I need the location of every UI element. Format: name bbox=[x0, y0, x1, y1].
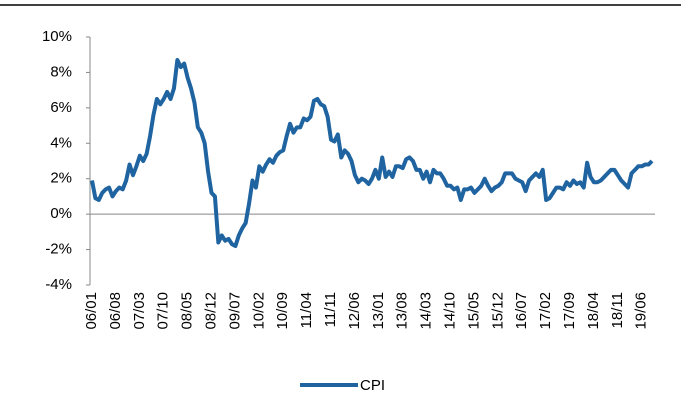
y-tick-label: 2% bbox=[50, 170, 72, 187]
x-tick-label: 08/05 bbox=[179, 292, 196, 330]
x-tick-label: 07/03 bbox=[131, 292, 148, 330]
y-tick-label: 10% bbox=[42, 28, 72, 45]
x-tick-label: 17/09 bbox=[561, 292, 578, 330]
x-tick-label: 13/01 bbox=[370, 292, 387, 330]
legend-label: CPI bbox=[360, 377, 385, 394]
x-tick-label: 07/10 bbox=[155, 292, 172, 330]
x-tick-label: 08/12 bbox=[202, 292, 219, 330]
y-tick-label: -2% bbox=[45, 241, 72, 258]
y-tick-label: 6% bbox=[50, 99, 72, 116]
x-tick-label: 17/02 bbox=[537, 292, 554, 330]
x-tick-label: 10/02 bbox=[250, 292, 267, 330]
x-tick-label: 18/11 bbox=[609, 292, 626, 328]
x-tick-label: 12/06 bbox=[346, 292, 363, 330]
x-tick-label: 14/03 bbox=[418, 292, 435, 330]
x-tick-label: 15/12 bbox=[489, 292, 506, 330]
y-tick-label: 0% bbox=[50, 205, 72, 222]
y-tick-label: 8% bbox=[50, 63, 72, 80]
x-tick-label: 11/11 bbox=[322, 292, 339, 327]
x-tick-label: 13/08 bbox=[394, 292, 411, 330]
line-series bbox=[90, 58, 654, 249]
x-tick-label: 15/05 bbox=[465, 292, 482, 330]
x-tick-label: 11/04 bbox=[298, 292, 315, 328]
x-tick-label: 14/10 bbox=[442, 292, 459, 330]
x-tick-label: 19/06 bbox=[633, 292, 650, 330]
x-tick-label: 06/08 bbox=[107, 292, 124, 330]
y-tick-label: -4% bbox=[45, 276, 72, 293]
x-tick-label: 18/04 bbox=[585, 292, 602, 330]
x-tick-label: 09/07 bbox=[226, 292, 243, 330]
y-tick-label: 4% bbox=[50, 134, 72, 151]
x-tick-label: 06/01 bbox=[83, 292, 100, 330]
x-tick-label: 10/09 bbox=[274, 292, 291, 330]
x-tick-label: 16/07 bbox=[513, 292, 530, 330]
